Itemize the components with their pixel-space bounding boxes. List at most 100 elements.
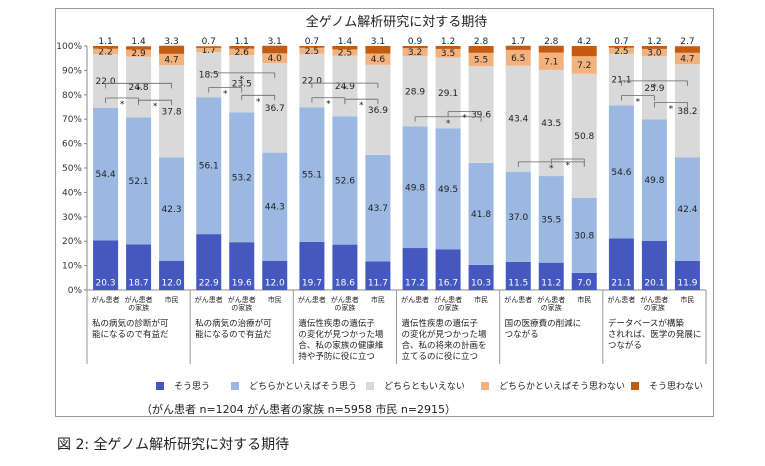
bar-segment	[402, 56, 428, 127]
data-label: 36.7	[265, 104, 285, 114]
bar-segment	[229, 48, 255, 56]
bar-segment	[674, 52, 700, 65]
bar-segment	[262, 45, 288, 54]
bar-segment	[365, 46, 391, 54]
data-label: 25.9	[644, 84, 664, 94]
data-label: 0.7	[305, 37, 319, 47]
data-label: 18.6	[335, 279, 355, 289]
group-label: データベースが構築	[608, 318, 685, 329]
significance-star: *	[223, 89, 228, 99]
legend-item: どちらかといえばそう思わない	[481, 379, 625, 392]
data-label: 5.5	[474, 56, 488, 66]
bar-segment	[299, 46, 325, 48]
data-label: 1.4	[338, 37, 353, 47]
category-label: がん患者	[92, 295, 120, 304]
significance-star: *	[256, 97, 261, 107]
data-label: 35.5	[541, 215, 561, 225]
category-label: がん患者	[331, 295, 359, 304]
significance-star: *	[359, 101, 364, 111]
data-label: 11.5	[508, 279, 528, 289]
bar-segment	[365, 53, 391, 65]
bar-segment	[435, 128, 461, 250]
data-label: 16.7	[438, 279, 458, 289]
bar-segment	[126, 49, 152, 57]
bar-segment	[196, 234, 222, 290]
data-label: 19.7	[302, 279, 322, 289]
category-label: がん患者	[504, 295, 532, 304]
bar-segment	[229, 242, 255, 290]
y-tick-label: 40%	[62, 188, 82, 198]
bar-segment	[229, 46, 255, 49]
bar-segment	[159, 65, 185, 158]
bar-segment	[93, 107, 119, 241]
data-label: 24.8	[129, 83, 149, 93]
legend-item: どちらかといえばそう思う	[231, 379, 357, 392]
category-label: がん患者	[537, 295, 565, 304]
legend-label: どちらかといえばそう思う	[249, 382, 358, 392]
bar-segment	[262, 63, 288, 153]
category-label: がん患者	[607, 295, 635, 304]
legend-swatch	[366, 381, 374, 390]
group-label: 合、私の将来の計画を	[402, 340, 487, 351]
figure-caption: 図 2: 全ゲノム解析研究に対する期待	[57, 437, 290, 453]
bar-segment	[571, 56, 597, 74]
data-label: 37.0	[508, 213, 528, 223]
category-label: がん患者	[228, 295, 256, 304]
bar-segment	[159, 45, 185, 54]
sample-size-note: （がん患者 n=1204 がん患者の家族 n=5958 市民 n=2915）	[141, 403, 457, 416]
category-label: 市民	[680, 295, 694, 304]
bar-segment	[505, 49, 531, 66]
data-label: 1.2	[647, 37, 661, 47]
bar-segment	[402, 46, 428, 49]
data-label: 52.6	[335, 176, 355, 186]
significance-star: *	[652, 83, 657, 93]
data-label: 17.2	[405, 279, 425, 289]
bar-segment	[468, 46, 494, 53]
data-label: 29.1	[438, 89, 458, 99]
data-label: 22.9	[199, 279, 219, 289]
data-label: 2.8	[544, 37, 559, 47]
group-label: 能になるので有益だ	[92, 329, 169, 340]
significance-star: *	[636, 98, 641, 108]
category-label: の家族	[438, 303, 459, 312]
data-label: 1.4	[131, 37, 146, 47]
legend-swatch	[231, 381, 239, 390]
data-label: 0.7	[202, 37, 216, 47]
bar-segment	[608, 47, 634, 54]
significance-star: *	[462, 113, 467, 123]
data-label: 49.5	[438, 185, 458, 195]
bar-segment	[332, 46, 358, 50]
data-label: 42.4	[677, 205, 697, 215]
data-label: 2.5	[614, 47, 628, 57]
bar-segment	[332, 244, 358, 290]
group-label: されれば、医学の発展に	[608, 329, 702, 340]
legend-label: そう思わない	[649, 382, 704, 392]
data-label: 37.8	[162, 107, 182, 117]
y-tick-label: 30%	[62, 213, 82, 223]
data-label: 12.0	[162, 279, 182, 289]
bar-segment	[332, 49, 358, 56]
bar-segment	[402, 48, 428, 57]
bar-segment	[538, 45, 564, 53]
data-label: 42.3	[162, 205, 182, 215]
group-label: 能になるので有益だ	[195, 329, 272, 340]
category-label: がん患者	[640, 295, 668, 304]
chart-title: 全ゲノム解析研究に対する期待	[306, 14, 488, 30]
data-label: 36.9	[368, 106, 388, 116]
bar-segment	[641, 119, 667, 241]
bar-segment	[641, 48, 667, 57]
bar-segment	[538, 176, 564, 263]
bar-segment	[505, 45, 531, 50]
data-label: 3.2	[408, 48, 422, 58]
group-label: 私の病気の治療が可	[195, 318, 272, 329]
stacked-bar-chart: 全ゲノム解析研究に対する期待 0% 10% 20% 30% 40% 50% 60% 70% 80%…	[56, 14, 707, 364]
data-label: 2.8	[474, 37, 489, 47]
group-label: 遺伝性疾患の遺伝子	[402, 318, 479, 329]
significance-star: *	[446, 119, 451, 129]
bar-segment	[435, 249, 461, 290]
data-label: 4.7	[680, 55, 694, 65]
category-label: 市民	[165, 295, 179, 304]
data-label: 2.5	[305, 47, 319, 57]
category-label: 市民	[268, 295, 282, 304]
data-label: 7.0	[577, 279, 592, 289]
